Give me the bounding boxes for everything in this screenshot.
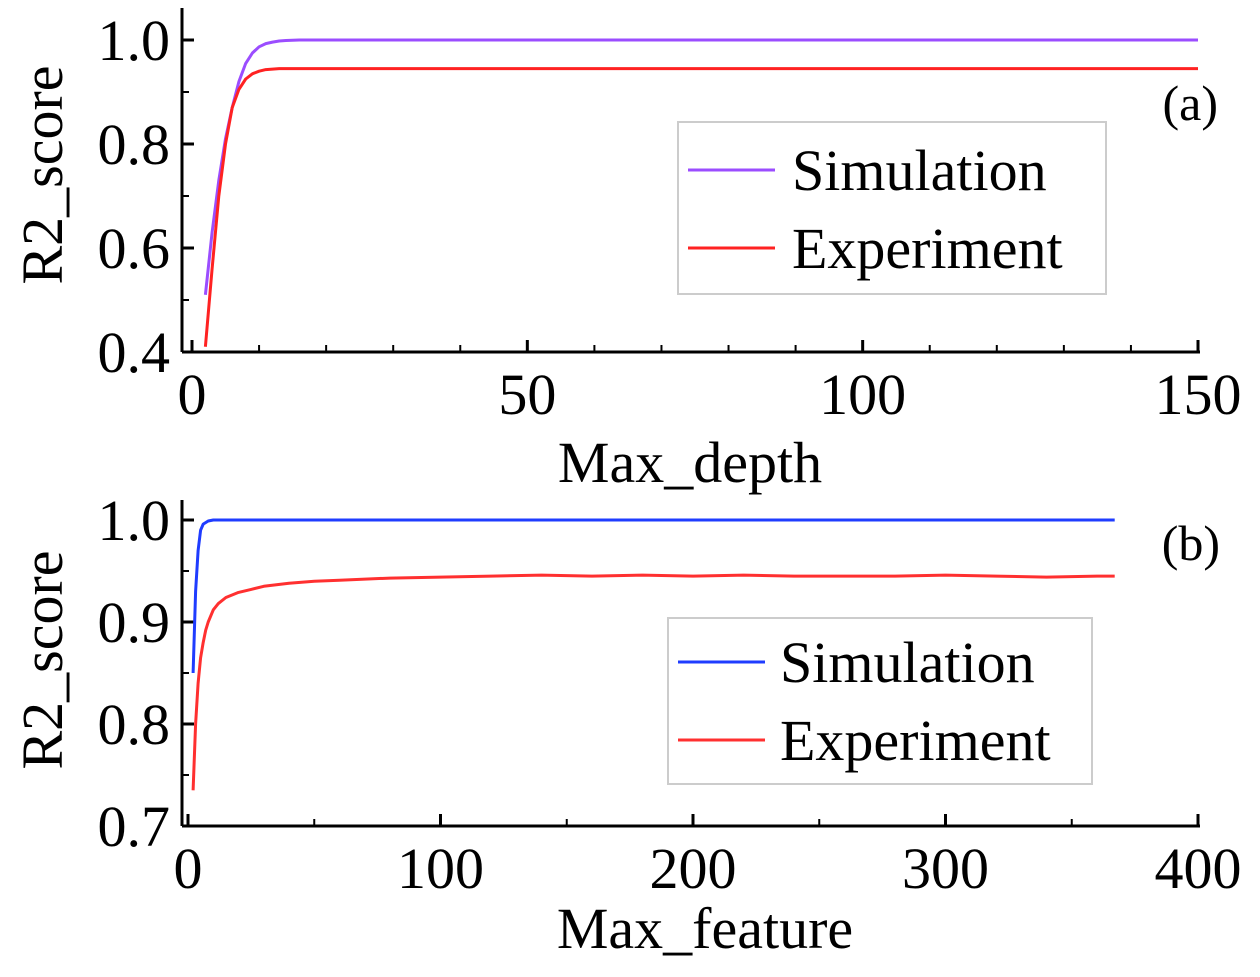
panel-a-max-depth: 0.4 0.6 0.8 1.0 0 50 100 150 R2_score Max_dept… xyxy=(10,8,1242,495)
panel-b-xtick-label: 200 xyxy=(650,836,737,901)
panel-b-ytick-label: 0.7 xyxy=(98,794,171,859)
panel-a-xtick-label: 0 xyxy=(178,362,207,427)
panel-b-line-experiment xyxy=(191,573,1115,791)
panel-a-legend: Simulation Experiment xyxy=(677,121,1107,295)
panel-a-ytick-label: 0.6 xyxy=(98,216,171,281)
panel-b-max-feature: 0.7 0.8 0.9 1.0 0 100 200 300 400 R2_score Max_… xyxy=(10,488,1242,961)
panel-a-xtick-label: 150 xyxy=(1155,362,1242,427)
panel-a-legend-label-experiment: Experiment xyxy=(792,216,1063,281)
panel-b-xtick-label: 300 xyxy=(902,836,989,901)
panel-a-line-experiment xyxy=(203,67,1198,347)
panel-b-legend-label-simulation: Simulation xyxy=(780,630,1035,695)
panel-b-xtick-label: 100 xyxy=(397,836,484,901)
panel-b-legend-box xyxy=(667,617,1093,785)
panel-b-legend-label-experiment: Experiment xyxy=(780,708,1051,773)
panel-a-label: (a) xyxy=(1163,75,1219,131)
panel-a-ytick-label: 0.4 xyxy=(98,320,171,385)
panel-b-ytick-label: 0.8 xyxy=(98,692,171,757)
panel-a-legend-label-simulation: Simulation xyxy=(792,138,1047,203)
panel-a-xtick-label: 100 xyxy=(819,362,906,427)
panel-a-ytick-label: 0.8 xyxy=(98,112,171,177)
panel-a-x-axis-title: Max_depth xyxy=(558,430,822,495)
panel-b-y-axis-title: R2_score xyxy=(10,550,75,769)
panel-b-legend: Simulation Experiment xyxy=(667,617,1093,785)
panel-a-y-axis-title: R2_score xyxy=(10,65,75,284)
panel-b-ytick-label: 0.9 xyxy=(98,590,171,655)
panel-a-xtick-label: 50 xyxy=(498,362,556,427)
panel-a-legend-box xyxy=(677,121,1107,295)
panel-b-x-axis-title: Max_feature xyxy=(557,896,853,961)
panel-b-line-simulation xyxy=(191,518,1115,674)
panel-a-ytick-label: 1.0 xyxy=(98,8,171,73)
panel-b-ytick-label: 1.0 xyxy=(98,488,171,553)
panel-b-xtick-label: 0 xyxy=(174,836,203,901)
panel-b-label: (b) xyxy=(1162,515,1220,571)
panel-b-xtick-label: 400 xyxy=(1155,836,1242,901)
